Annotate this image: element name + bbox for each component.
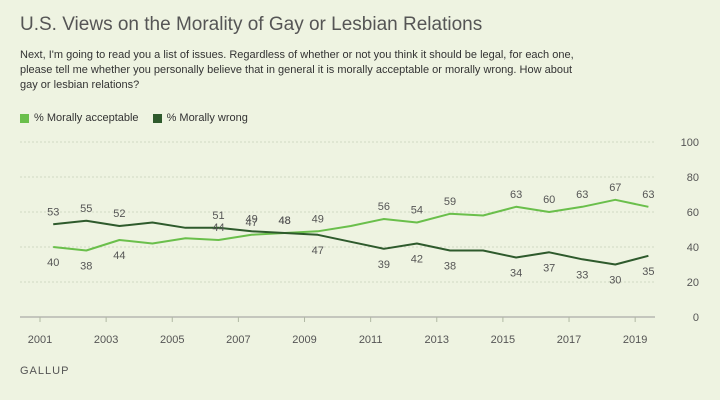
data-label-wrong-16: 33 [576, 269, 588, 281]
y-tick-label-40: 40 [687, 242, 699, 254]
x-tick-label-2017: 2017 [557, 334, 581, 346]
data-label-wrong-7: 48 [279, 215, 291, 227]
legend-item-acceptable: % Morally acceptable [20, 112, 139, 124]
legend-item-wrong: % Morally wrong [152, 112, 248, 124]
y-tick-label-20: 20 [687, 277, 699, 289]
x-tick-label-2007: 2007 [226, 334, 250, 346]
data-label-acceptable-12: 59 [444, 196, 456, 208]
data-label-wrong-5: 51 [212, 210, 224, 222]
y-tick-label-100: 100 [681, 137, 699, 149]
data-label-wrong-15: 37 [543, 262, 555, 274]
data-label-wrong-1: 55 [80, 203, 92, 215]
legend: % Morally acceptable % Morally wrong [20, 112, 262, 124]
series-line-acceptable [53, 198, 649, 252]
data-label-wrong-18: 35 [642, 266, 654, 278]
data-label-acceptable-6: 47 [245, 217, 257, 229]
chart-title: U.S. Views on the Morality of Gay or Les… [20, 14, 483, 35]
data-label-wrong-17: 30 [609, 275, 621, 287]
data-label-acceptable-5: 44 [212, 222, 224, 234]
x-tick-label-2005: 2005 [160, 334, 184, 346]
chart-subtitle: Next, I'm going to read you a list of is… [20, 49, 574, 91]
data-label-acceptable-11: 54 [411, 205, 423, 217]
data-label-acceptable-8: 49 [312, 213, 324, 225]
x-tick-label-2001: 2001 [28, 334, 52, 346]
data-label-acceptable-18: 63 [642, 189, 654, 201]
x-tick-label-2015: 2015 [491, 334, 515, 346]
data-label-wrong-11: 42 [411, 254, 423, 266]
x-tick-label-2019: 2019 [623, 334, 647, 346]
data-label-wrong-2: 52 [113, 208, 125, 220]
data-label-wrong-12: 38 [444, 261, 456, 273]
data-label-acceptable-17: 67 [609, 182, 621, 194]
y-tick-label-60: 60 [687, 207, 699, 219]
data-label-acceptable-16: 63 [576, 189, 588, 201]
legend-swatch-acceptable [20, 113, 29, 123]
data-label-acceptable-14: 63 [510, 189, 522, 201]
x-tick-label-2009: 2009 [292, 334, 316, 346]
data-label-acceptable-2: 44 [113, 250, 125, 262]
data-label-acceptable-0: 40 [47, 257, 59, 269]
data-label-wrong-6: 49 [245, 213, 257, 225]
y-tick-label-80: 80 [687, 172, 699, 184]
series-line-wrong [53, 219, 649, 266]
data-label-acceptable-10: 56 [378, 201, 390, 213]
data-label-wrong-0: 53 [47, 206, 59, 218]
x-tick-label-2013: 2013 [425, 334, 449, 346]
data-label-wrong-14: 34 [510, 268, 522, 280]
legend-label-wrong: % Morally wrong [166, 112, 248, 124]
data-label-wrong-10: 39 [378, 259, 390, 271]
legend-swatch-wrong [152, 113, 162, 123]
legend-label-acceptable: % Morally acceptable [34, 112, 139, 124]
y-tick-label-0: 0 [693, 312, 699, 324]
source-label: GALLUP [20, 365, 70, 377]
data-label-wrong-8: 47 [312, 245, 324, 257]
x-tick-label-2003: 2003 [94, 334, 118, 346]
data-label-acceptable-15: 60 [543, 194, 555, 206]
data-label-acceptable-7: 48 [279, 215, 291, 227]
x-tick-label-2011: 2011 [359, 334, 383, 346]
data-label-acceptable-1: 38 [80, 261, 92, 273]
